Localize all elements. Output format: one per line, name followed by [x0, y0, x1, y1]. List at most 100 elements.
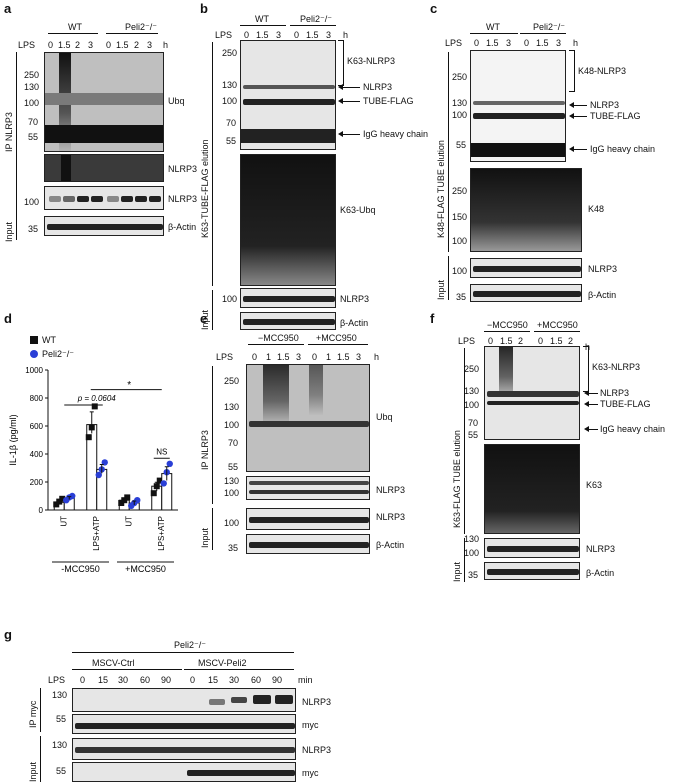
time-6: 2 — [134, 40, 140, 50]
nlrp3-input-label: NLRP3 — [340, 294, 370, 304]
nlrp3-ip-label: NLRP3 — [376, 485, 406, 495]
sig-star: * — [127, 380, 131, 391]
group-minus-mcc: −MCC950 — [258, 333, 299, 343]
time-3: 3 — [88, 40, 94, 50]
blot-b-k63-elution — [240, 40, 336, 150]
time-4: 1.5 — [306, 30, 319, 40]
blot-e-ubq — [246, 364, 370, 472]
data-point — [124, 494, 131, 501]
tube-flag-label: TUBE-FLAG — [600, 399, 651, 409]
time-8: 60 — [251, 675, 262, 685]
k63-label: K63 — [586, 480, 603, 490]
panel-label-a: a — [4, 1, 12, 16]
mw-250: 250 — [452, 72, 468, 82]
lps-label: LPS — [18, 40, 36, 50]
group-wt: WT — [68, 22, 82, 32]
igg-label: IgG heavy chain — [363, 129, 429, 139]
time-2: 3 — [276, 30, 282, 40]
nlrp3-input-label: NLRP3 — [586, 544, 616, 554]
mw-100: 100 — [24, 98, 40, 108]
y-tick-label: 800 — [30, 394, 44, 403]
mw-100b: 100 — [224, 488, 240, 498]
time-2: 30 — [118, 675, 129, 685]
ns-label: NS — [156, 448, 167, 457]
time-1: 1 — [266, 352, 272, 362]
nlrp3-label: NLRP3 — [363, 82, 393, 92]
mw-250: 250 — [222, 48, 238, 58]
blot-b-actin — [240, 312, 336, 330]
time-2: 2 — [518, 336, 524, 346]
x-tick-label: UT — [124, 516, 133, 527]
group-wt: WT — [486, 22, 500, 32]
blot-f-k63-elution — [484, 346, 580, 440]
time-5: 3 — [556, 38, 562, 48]
data-point — [59, 495, 66, 502]
ubq-label: Ubq — [376, 412, 393, 422]
mw-35: 35 — [456, 292, 467, 302]
data-point — [156, 477, 163, 484]
time-0: 0 — [48, 40, 54, 50]
time-5: 2 — [568, 336, 574, 346]
y-tick-label: 1000 — [25, 366, 43, 375]
time-1: 15 — [98, 675, 109, 685]
ip-label: IP NLRP3 — [4, 112, 14, 152]
input-label: Input — [4, 221, 14, 242]
mw-130b: 130 — [52, 740, 68, 750]
blot-e-actin — [246, 534, 370, 554]
nlrp3-input-label: NLRP3 — [168, 194, 198, 204]
y-axis-label: IL-1β (pg/ml) — [8, 414, 18, 465]
mw-70: 70 — [468, 418, 479, 428]
mw-250: 250 — [24, 70, 40, 80]
blot-f-nlrp3-input — [484, 538, 580, 558]
mw-100: 100 — [224, 420, 240, 430]
blot-a-nlrp3-ip — [44, 154, 164, 182]
mw-35: 35 — [28, 224, 39, 234]
k48-nlrp3-label: K48-NLRP3 — [578, 66, 627, 76]
mw-55: 55 — [56, 714, 67, 724]
mw-100c: 100 — [452, 236, 468, 246]
k63-nlrp3-label: K63-NLRP3 — [347, 56, 396, 66]
time-5: 0 — [190, 675, 196, 685]
time-0: 0 — [244, 30, 250, 40]
data-point — [85, 434, 92, 441]
data-point — [166, 460, 173, 467]
time-4: 0 — [312, 352, 318, 362]
group-mscv-peli2: MSCV-Peli2 — [198, 658, 247, 668]
actin-label: β-Actin — [376, 540, 405, 550]
blot-f-actin — [484, 562, 580, 580]
group-wt: WT — [255, 14, 269, 24]
time-3: 60 — [140, 675, 151, 685]
panel-label-d: d — [4, 311, 12, 326]
group-mscv-ctrl: MSCV-Ctrl — [92, 658, 135, 668]
k48-label: K48 — [588, 204, 605, 214]
lps-label: LPS — [445, 38, 463, 48]
mw-55b: 55 — [56, 766, 67, 776]
blot-e-nlrp3-input — [246, 508, 370, 530]
il1b-chart: 0 200 400 600 800 1000 IL-1β (pg/ml) UT LPS+ATP U… — [8, 366, 178, 574]
mw-55: 55 — [468, 430, 479, 440]
data-point — [150, 490, 157, 497]
tube-flag-label: TUBE-FLAG — [590, 111, 641, 121]
time-5: 1 — [326, 352, 332, 362]
group-label-minus: -MCC950 — [61, 564, 100, 574]
mw-55: 55 — [228, 462, 239, 472]
time-unit: h — [163, 40, 169, 50]
blot-c-k48-elution — [470, 50, 566, 162]
data-point — [95, 471, 102, 479]
blot-f-k63 — [484, 444, 580, 534]
legend-wt: WT — [42, 335, 56, 345]
blot-a-actin — [44, 216, 164, 236]
mw-100: 100 — [452, 110, 468, 120]
y-tick-label: 0 — [39, 506, 44, 515]
time-0: 0 — [252, 352, 258, 362]
time-3: 0 — [294, 30, 300, 40]
lps-label: LPS — [215, 30, 233, 40]
nlrp3-ip-label: NLRP3 — [168, 164, 198, 174]
mw-70: 70 — [228, 438, 239, 448]
genotype-label: Peli2⁻/⁻ — [174, 640, 207, 650]
mw-55: 55 — [456, 140, 467, 150]
p-value: p = 0.0604 — [77, 394, 117, 403]
time-1: 1.5 — [58, 40, 71, 50]
ip-label: IP myc — [28, 700, 38, 728]
input-label: Input — [28, 761, 38, 782]
